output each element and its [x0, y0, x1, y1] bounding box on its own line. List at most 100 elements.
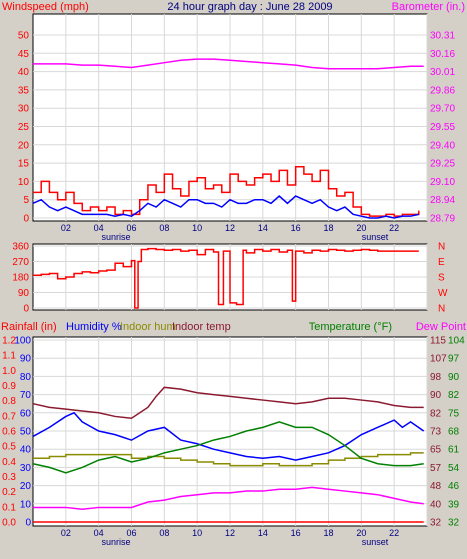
- wind-panel-grid: [33, 14, 428, 221]
- baro-tick-5: 29.55: [430, 122, 455, 133]
- temp-b-tick-10: 104: [448, 336, 465, 347]
- temp-b-tick-8: 90: [448, 372, 460, 383]
- indoor-temp-line: [32, 386, 424, 420]
- temp-a-tick-3: 57: [430, 463, 442, 474]
- compass-tick-1: W: [438, 288, 448, 299]
- baro-tick-8: 30.01: [430, 67, 455, 78]
- wind-direction-line: [33, 247, 419, 309]
- wind-tick-8: 40: [18, 67, 30, 78]
- temp-a-tick-5: 73: [430, 427, 442, 438]
- rain-tick-5: 0.5: [2, 442, 16, 453]
- rainfall-axis-label: Rainfall (in): [1, 321, 57, 333]
- baro-tick-1: 28.94: [430, 195, 455, 206]
- wind-x-tick-2: 06: [126, 223, 136, 233]
- temp-a-tick-1: 40: [430, 499, 442, 510]
- hum-tick-9: 90: [20, 354, 32, 365]
- temp-x-tick-8: 18: [323, 528, 333, 538]
- baro-tick-7: 29.86: [430, 85, 455, 96]
- temp-a-tick-0: 32: [430, 518, 442, 529]
- hum-tick-0: 0: [25, 518, 31, 529]
- wind-tick-3: 15: [18, 159, 30, 170]
- temp-b-tick-1: 39: [448, 499, 460, 510]
- wind-gust-line: [33, 166, 420, 217]
- temp-a-tick-8: 98: [430, 372, 442, 383]
- hum-tick-8: 80: [20, 372, 32, 383]
- wind-x-tick-6: 14: [258, 223, 268, 233]
- humidity-line: [32, 411, 425, 461]
- sunrise-label-bottom: sunrise: [101, 537, 130, 547]
- baro-tick-3: 29.25: [430, 159, 455, 170]
- hum-tick-4: 40: [20, 445, 32, 456]
- wind-x-tick-9: 20: [356, 223, 366, 233]
- dir-tick-0: 0: [23, 304, 29, 315]
- hum-tick-5: 50: [20, 427, 32, 438]
- temp-b-tick-7: 82: [448, 390, 460, 401]
- direction-panel-series: [33, 247, 419, 309]
- compass-tick-0: N: [438, 304, 445, 315]
- sunset-label-bottom: sunset: [362, 537, 389, 547]
- rain-tick-4: 0.4: [2, 457, 16, 468]
- wind-tick-2: 10: [18, 177, 30, 188]
- hum-tick-10: 100: [14, 336, 31, 347]
- wind-x-tick-8: 18: [323, 223, 333, 233]
- rain-tick-3: 0.3: [2, 472, 16, 483]
- temp-b-tick-9: 97: [448, 354, 460, 365]
- humidity-axis-label: Humidity %: [66, 321, 122, 333]
- compass-tick-2: S: [438, 273, 445, 284]
- rain-tick-12: 1.2: [2, 336, 16, 347]
- temp-b-tick-6: 75: [448, 408, 460, 419]
- rain-tick-2: 0.2: [2, 487, 16, 498]
- wind-tick-9: 45: [18, 49, 30, 60]
- hum-tick-7: 70: [20, 390, 32, 401]
- dir-tick-3: 270: [12, 257, 29, 268]
- temp-a-tick-9: 107: [430, 354, 447, 365]
- temp-x-tick-7: 16: [291, 528, 301, 538]
- rain-tick-10: 1.0: [2, 366, 16, 377]
- wind-panel-series: [32, 58, 424, 219]
- wind-tick-0: 0: [23, 214, 29, 225]
- wind-x-tick-4: 10: [192, 223, 202, 233]
- humidity-axis: 0 10 20 30 40 50 60 70 80 90 100: [14, 336, 31, 529]
- wind-tick-7: 35: [18, 85, 30, 96]
- rain-tick-9: 0.9: [2, 381, 16, 392]
- temp-x-tick-10: 22: [389, 528, 399, 538]
- rain-tick-0: 0.0: [2, 518, 16, 529]
- temp-a-tick-10: 115: [430, 336, 446, 347]
- wind-tick-1: 5: [23, 195, 29, 206]
- compass-tick-4: N: [438, 242, 445, 253]
- rainfall-axis: 0.0 0.1 0.2 0.3 0.4 0.5 0.6 0.7 0.8 0.9 1.0 1.1 1.2: [2, 336, 16, 529]
- baro-tick-4: 29.40: [430, 140, 455, 151]
- baro-tick-0: 28.79: [430, 214, 455, 225]
- temp-x-tick-5: 12: [225, 528, 235, 538]
- indoor-hum-axis-label: Indoor hum: [120, 321, 176, 333]
- wind-tick-4: 20: [18, 140, 30, 151]
- dew-point-line: [33, 486, 424, 511]
- temp-b-tick-2: 46: [448, 481, 460, 492]
- hum-tick-6: 60: [20, 408, 32, 419]
- baro-tick-6: 29.70: [430, 104, 455, 115]
- dew-point-axis-label: Dew Point: [416, 321, 466, 333]
- hum-tick-1: 10: [20, 499, 32, 510]
- temp-x-tick-1: 04: [94, 528, 104, 538]
- wind-left-axis: 0 5 10 15 20 25 30 35 40 45 50: [18, 31, 30, 225]
- wind-x-tick-1: 04: [94, 223, 104, 233]
- temp-x-tick-0: 02: [61, 528, 71, 538]
- indoor-temp-axis-label: Indoor temp: [172, 321, 231, 333]
- dir-tick-1: 90: [18, 288, 30, 299]
- wind-x-tick-5: 12: [225, 223, 235, 233]
- barometer-line: [33, 58, 424, 70]
- temperature-axis-label: Temperature (°F): [309, 321, 392, 333]
- temp-b-tick-3: 54: [448, 463, 460, 474]
- temp-a-tick-2: 48: [430, 481, 442, 492]
- temp-x-tick-9: 20: [356, 528, 366, 538]
- wind-axis-label: Windspeed (mph): [2, 1, 89, 13]
- baro-tick-2: 29.10: [430, 177, 455, 188]
- temperature-line: [32, 421, 424, 474]
- rain-tick-1: 0.1: [2, 502, 16, 513]
- temp-a-tick-4: 65: [430, 445, 442, 456]
- rain-tick-8: 0.8: [2, 396, 16, 407]
- wind-x-tick-7: 16: [291, 223, 301, 233]
- rain-tick-7: 0.7: [2, 411, 16, 422]
- wind-x-tick-3: 08: [159, 223, 169, 233]
